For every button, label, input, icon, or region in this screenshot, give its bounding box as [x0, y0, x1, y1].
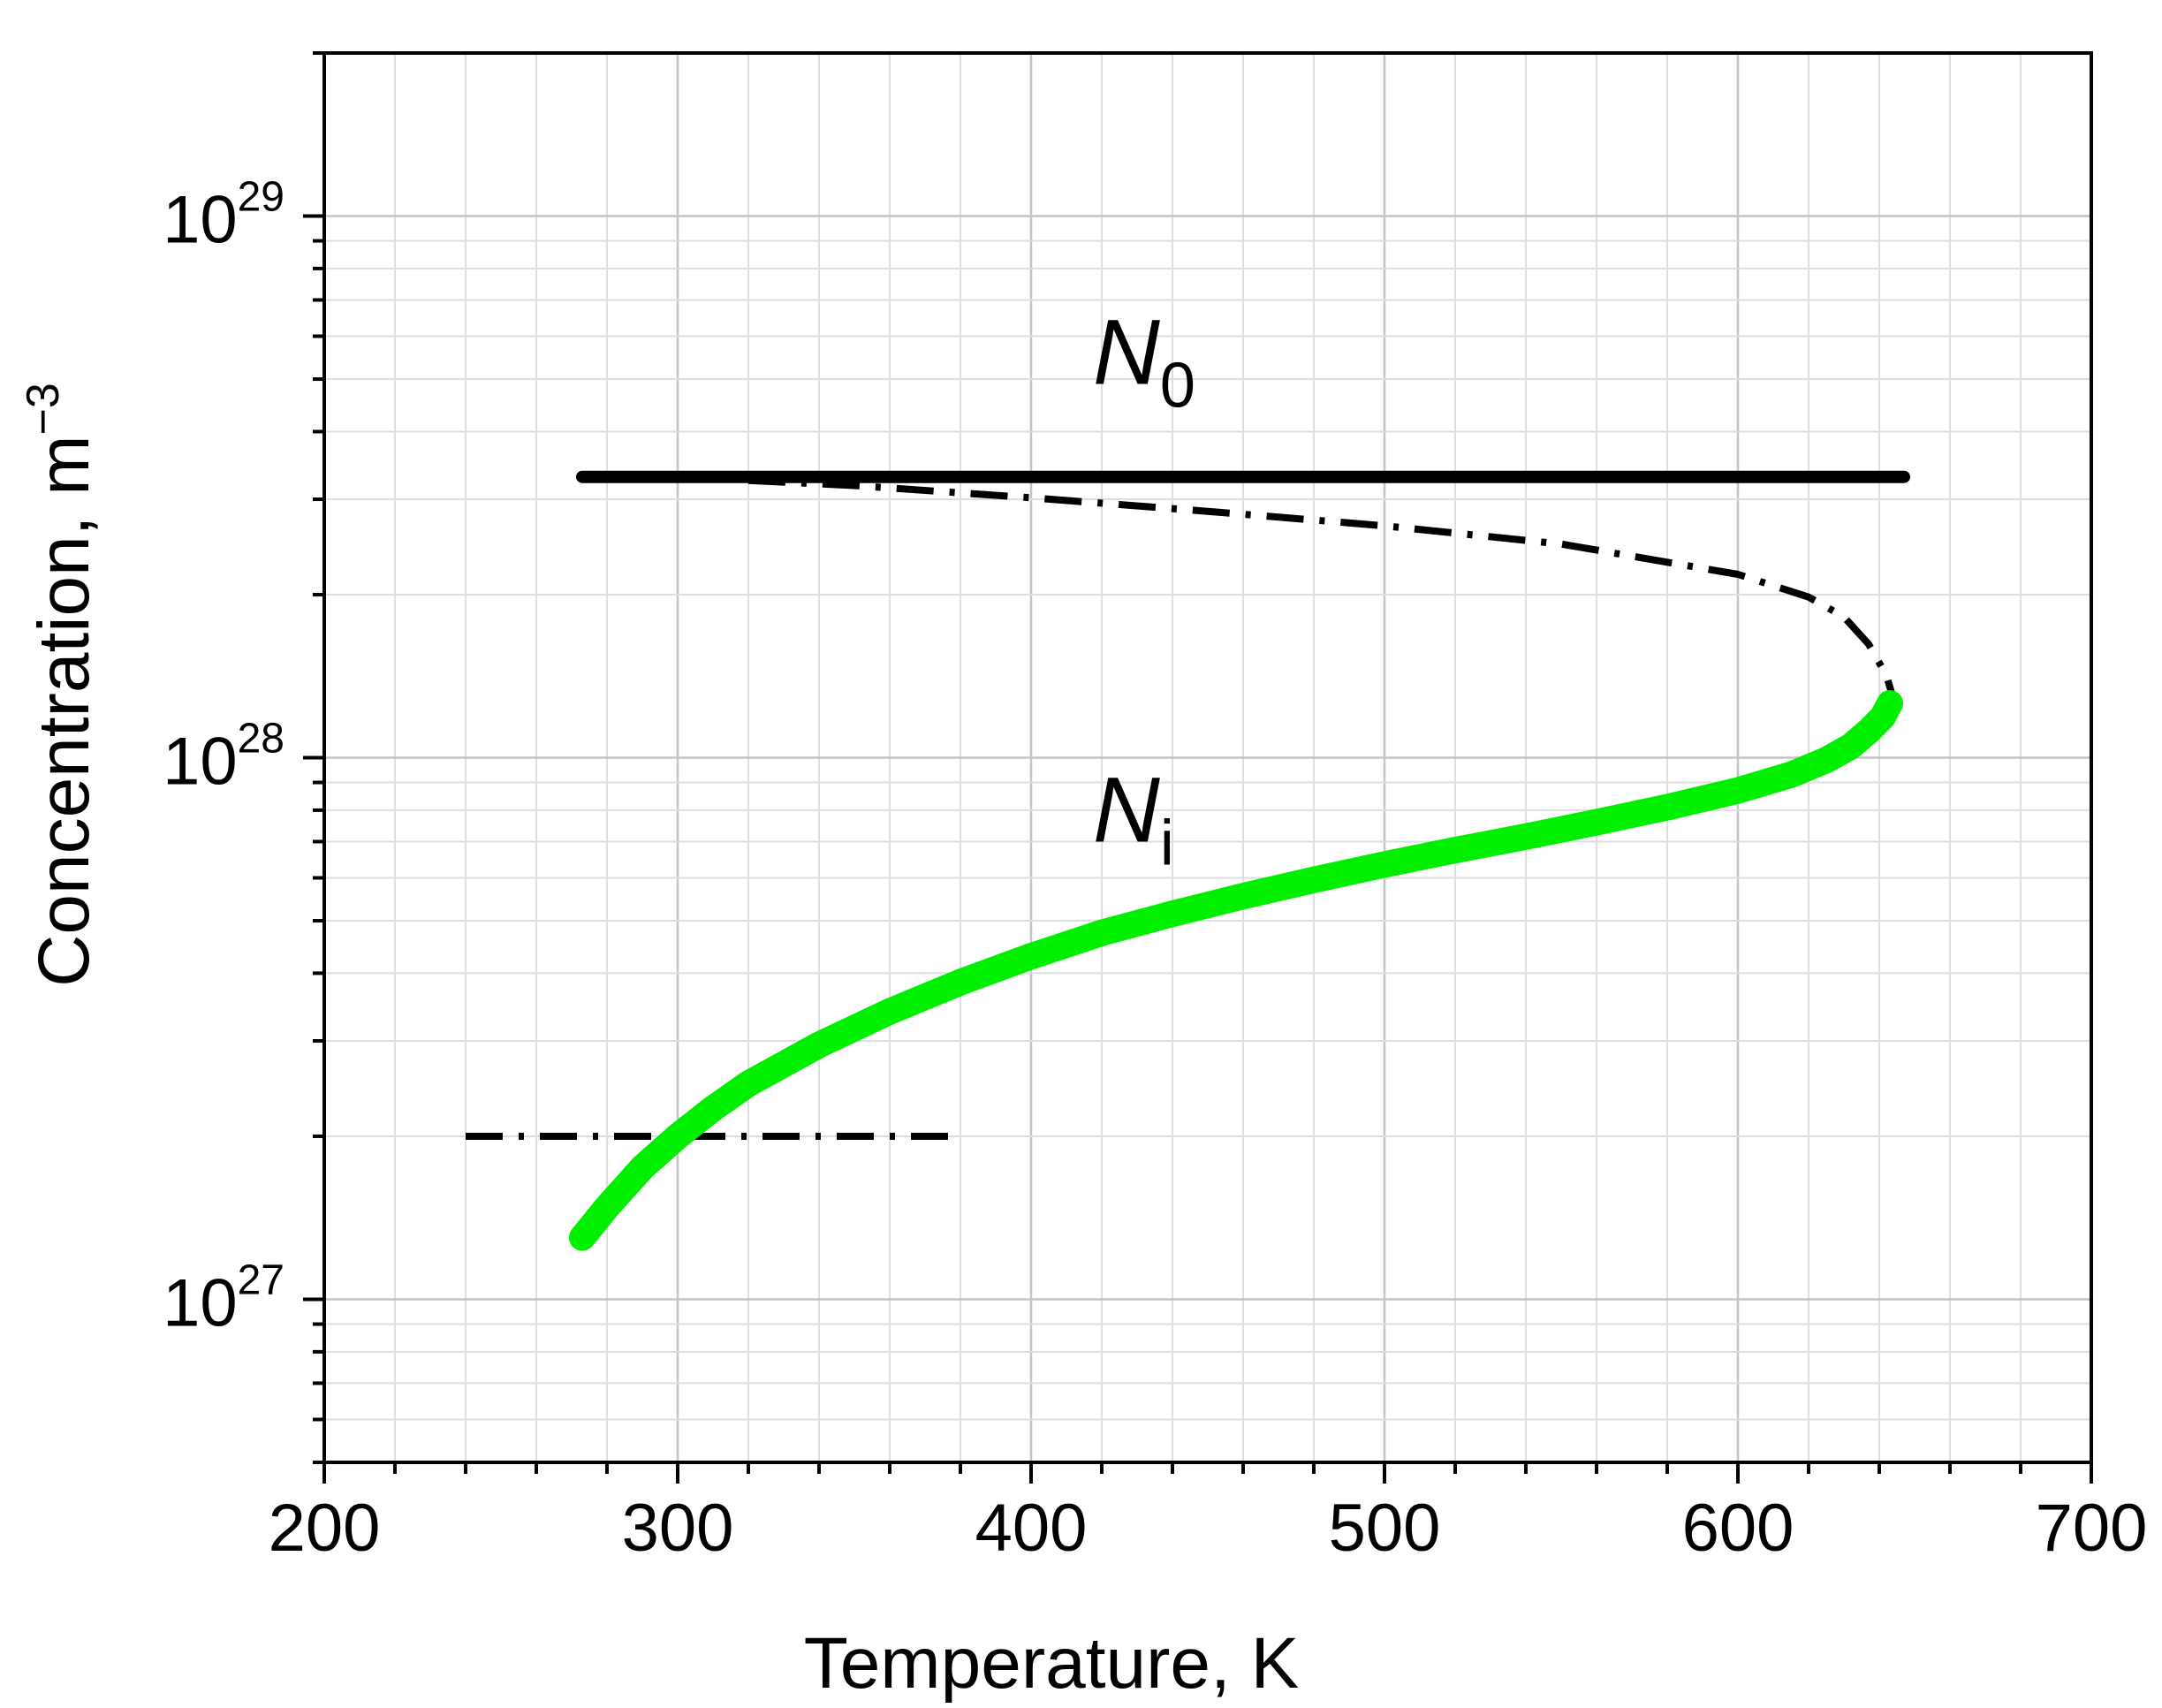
y-tick-label-exponent: 27 [238, 1256, 284, 1303]
curve-label-letter: N [1093, 758, 1160, 862]
y-tick-label-base: 10 [163, 725, 238, 800]
curve-label-letter: N [1093, 300, 1160, 404]
y-tick-label-base: 10 [163, 183, 238, 258]
y-tick-label-base: 10 [163, 1265, 238, 1340]
y-tick-label-exponent: 29 [238, 174, 284, 221]
x-tick-label: 400 [975, 1491, 1088, 1566]
x-tick-label: 600 [1682, 1491, 1794, 1566]
series-dashdot-line [747, 476, 1900, 712]
y-tick-label-exponent: 28 [238, 716, 284, 763]
plot-frame [322, 51, 2093, 1464]
series-group [466, 470, 1910, 1251]
y-tick-label: 1028 [163, 716, 284, 800]
y-tick-label: 1027 [163, 1256, 284, 1340]
x-tick-label: 300 [622, 1491, 734, 1566]
x-tick-label: 500 [1329, 1491, 1441, 1566]
series-thick-line [569, 690, 1903, 1251]
curve-label: Ni [1093, 758, 1174, 878]
curve-label-subscript: 0 [1160, 350, 1195, 421]
y-tick-label: 1029 [163, 174, 284, 258]
y-axis-label-base: Concentration, m [24, 435, 104, 986]
x-tick-label: 700 [2036, 1491, 2148, 1566]
x-axis-label: Temperature, K [804, 1623, 1300, 1704]
curve-label: N0 [1093, 300, 1195, 421]
x-tick-label: 200 [269, 1491, 381, 1566]
grid [324, 53, 2091, 1462]
y-axis-label-exponent: −3 [18, 383, 69, 435]
curve-label-subscript: i [1160, 808, 1174, 878]
axis-ticks [303, 51, 2093, 1484]
y-axis-label: Concentration, m−3 [18, 383, 104, 987]
